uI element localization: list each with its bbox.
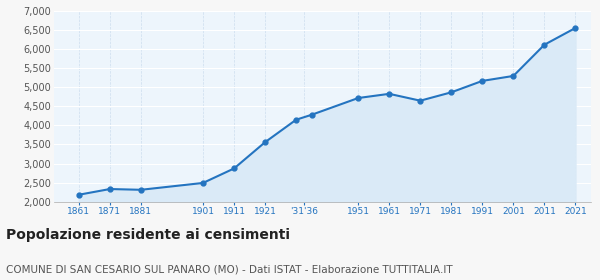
Text: Popolazione residente ai censimenti: Popolazione residente ai censimenti	[6, 228, 290, 242]
Text: COMUNE DI SAN CESARIO SUL PANARO (MO) - Dati ISTAT - Elaborazione TUTTITALIA.IT: COMUNE DI SAN CESARIO SUL PANARO (MO) - …	[6, 265, 452, 275]
